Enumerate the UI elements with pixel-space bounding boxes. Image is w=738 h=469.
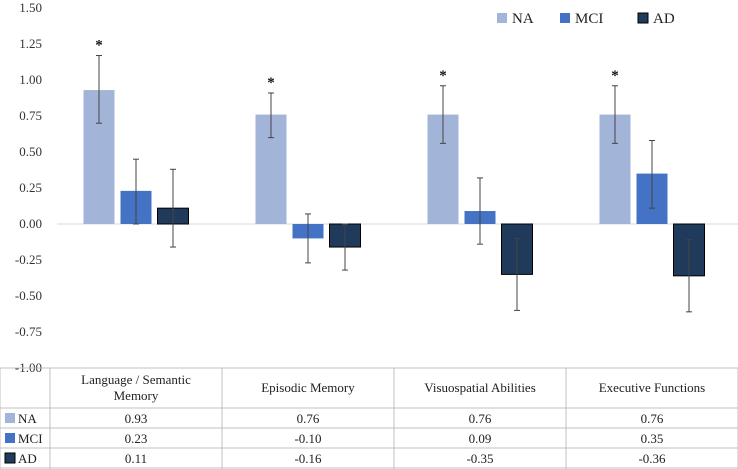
significance-marker: * — [611, 68, 619, 84]
y-tick-label: 1.25 — [19, 36, 42, 51]
legend-swatch-ad — [637, 12, 649, 24]
significance-marker: * — [95, 38, 103, 54]
table-cell-value: 0.11 — [125, 451, 147, 466]
table-row-label-mci: MCI — [18, 431, 43, 446]
legend-label-ad: AD — [653, 11, 675, 27]
table-cell-value: -0.36 — [638, 451, 666, 466]
table-cell-value: -0.10 — [294, 431, 321, 446]
table-swatch-ad — [4, 452, 16, 464]
legend-swatch-na — [497, 13, 507, 23]
y-tick-label: -0.25 — [15, 252, 42, 267]
y-tick-label: 0.25 — [19, 180, 42, 195]
category-label: Episodic Memory — [261, 380, 355, 395]
y-tick-label: -0.50 — [15, 288, 42, 303]
table-cell-value: -0.35 — [466, 451, 493, 466]
significance-marker: * — [439, 68, 447, 84]
y-tick-label: 1.50 — [19, 0, 42, 15]
y-tick-label: 1.00 — [19, 72, 42, 87]
significance-marker: * — [267, 75, 275, 91]
legend-label-mci: MCI — [575, 11, 603, 27]
table-row-label-na: NA — [18, 411, 37, 426]
y-tick-label: 0.00 — [19, 216, 42, 231]
table-row-label-ad: AD — [18, 451, 37, 466]
table-cell-value: 0.76 — [469, 411, 492, 426]
legend-label-na: NA — [512, 11, 534, 27]
y-tick-label: 0.50 — [19, 144, 42, 159]
y-tick-label: 0.75 — [19, 108, 42, 123]
table-cell-value: 0.93 — [125, 411, 148, 426]
legend-swatch-mci — [560, 13, 570, 23]
table-cell-value: 0.76 — [297, 411, 320, 426]
table-cell-value: 0.09 — [469, 431, 492, 446]
table-cell-value: 0.76 — [641, 411, 664, 426]
table-cell-value: 0.35 — [641, 431, 664, 446]
table-cell-value: -0.16 — [294, 451, 322, 466]
table-swatch-mci — [5, 433, 15, 443]
category-label: Memory — [114, 388, 159, 403]
table-cell-value: 0.23 — [125, 431, 148, 446]
category-label: Language / Semantic — [81, 372, 191, 387]
y-tick-label: -0.75 — [15, 324, 42, 339]
category-label: Executive Functions — [599, 380, 706, 395]
category-label: Visuospatial Abilities — [424, 380, 536, 395]
table-swatch-na — [5, 413, 15, 423]
